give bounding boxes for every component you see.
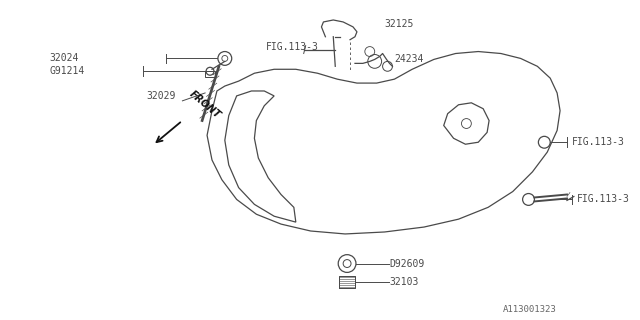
Text: 32103: 32103 bbox=[390, 277, 419, 287]
Text: 32029: 32029 bbox=[146, 91, 175, 101]
Text: 32125: 32125 bbox=[385, 19, 414, 29]
Text: D92609: D92609 bbox=[390, 259, 425, 268]
Text: FRONT: FRONT bbox=[188, 89, 222, 121]
Text: 32024: 32024 bbox=[49, 53, 79, 63]
Bar bbox=[205, 71, 215, 77]
Text: FIG.113-3: FIG.113-3 bbox=[572, 137, 625, 147]
Text: FIG.113-3: FIG.113-3 bbox=[266, 42, 319, 52]
Text: G91214: G91214 bbox=[49, 66, 84, 76]
Text: FIG.113-3: FIG.113-3 bbox=[577, 195, 630, 204]
Text: A113001323: A113001323 bbox=[503, 305, 557, 314]
Text: 24234: 24234 bbox=[394, 54, 424, 64]
